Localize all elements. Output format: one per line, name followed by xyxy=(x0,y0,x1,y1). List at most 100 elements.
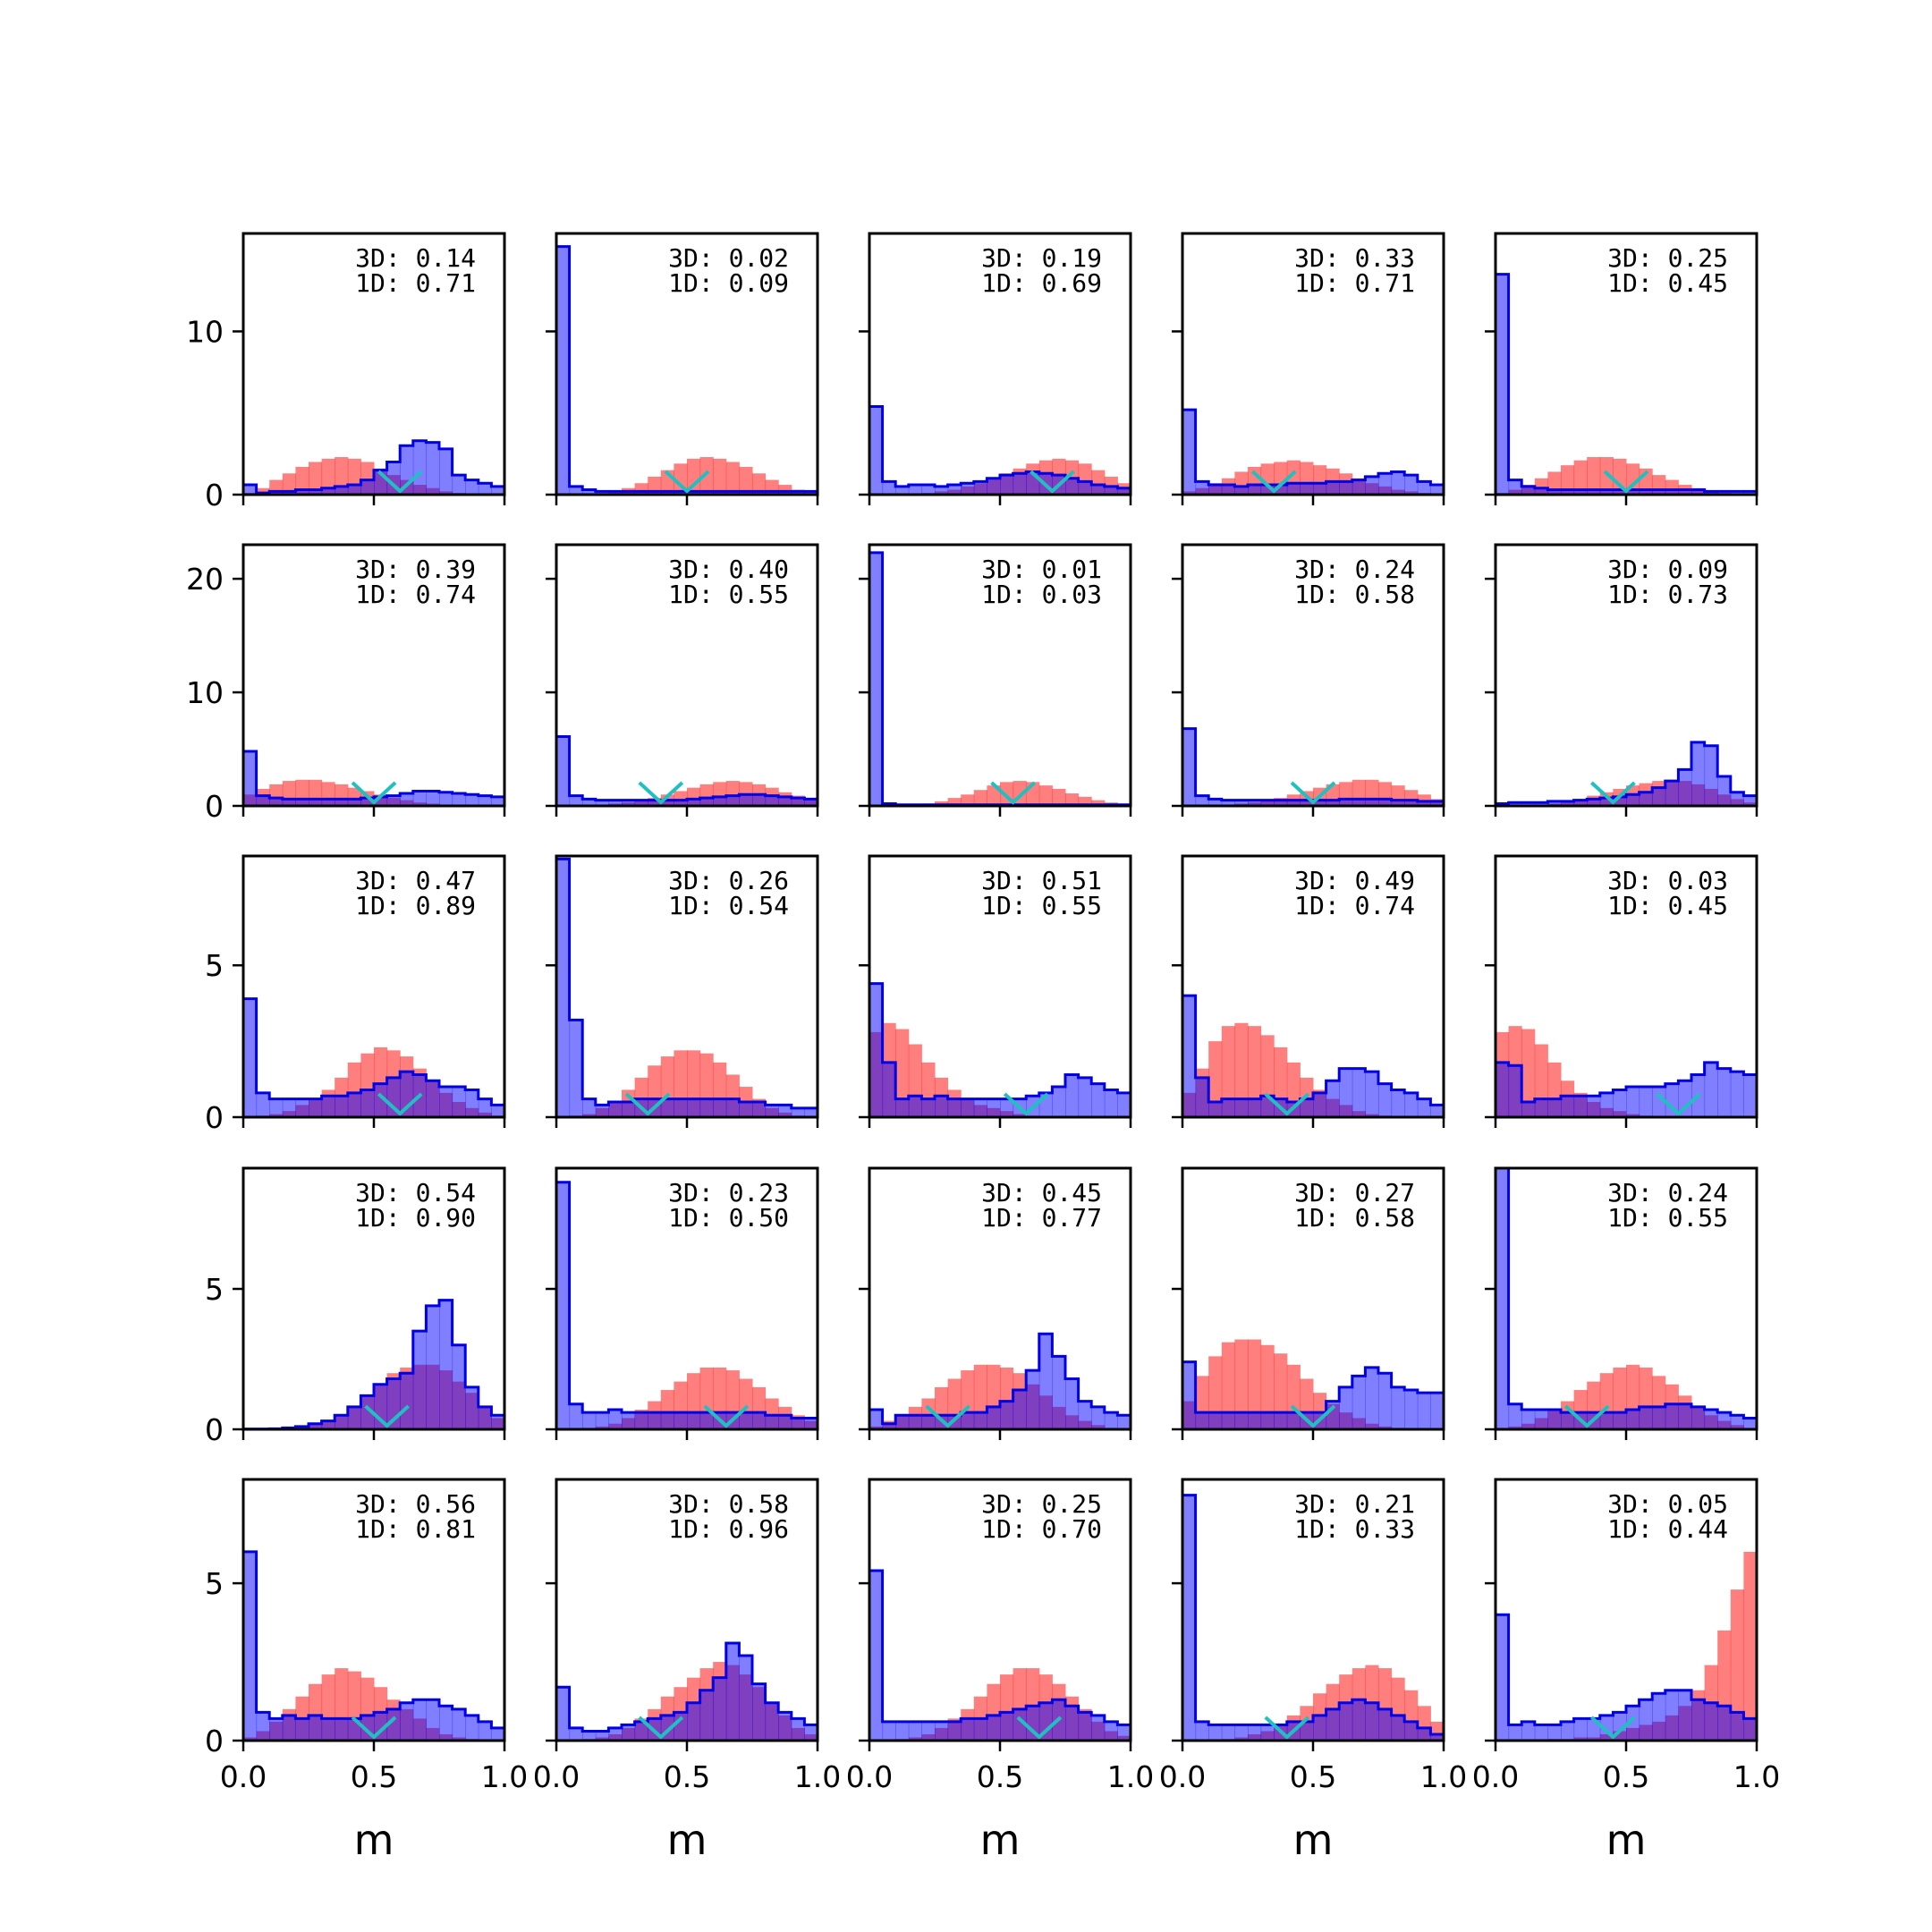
blue-bar xyxy=(309,1423,323,1429)
blue-bar xyxy=(321,799,335,806)
blue-bar xyxy=(1547,489,1562,495)
blue-bar xyxy=(1065,1378,1080,1429)
y-tick-label: 0 xyxy=(205,1724,224,1758)
y-tick-label: 0 xyxy=(205,1100,224,1135)
blue-bar xyxy=(1286,483,1301,495)
blue-bar xyxy=(1065,1706,1080,1741)
blue-bar xyxy=(1117,1724,1131,1741)
blue-bar xyxy=(1195,1721,1209,1741)
blue-bar xyxy=(1652,1087,1666,1117)
blue-bar xyxy=(1339,1068,1353,1117)
blue-bar xyxy=(739,1412,753,1429)
blue-bar xyxy=(648,491,662,495)
blue-bar xyxy=(269,1718,284,1741)
blue-bar xyxy=(961,1718,975,1741)
blue-bar xyxy=(687,491,701,495)
blue-bar xyxy=(791,798,805,806)
blue-bar xyxy=(1221,1724,1235,1741)
blue-bar xyxy=(439,1300,453,1429)
blue-bar xyxy=(569,1020,583,1117)
blue-bar xyxy=(1717,775,1732,806)
blue-bar xyxy=(608,491,623,495)
blue-bar xyxy=(1547,1410,1562,1429)
blue-bar xyxy=(608,800,623,806)
blue-bar xyxy=(1534,1410,1548,1429)
blue-bar xyxy=(687,1098,701,1117)
blue-bar xyxy=(1417,801,1431,806)
blue-bar xyxy=(1573,489,1588,495)
annotation-1d: 1D: 0.44 xyxy=(1607,1514,1728,1544)
blue-bar xyxy=(1652,1693,1666,1741)
blue-bar xyxy=(622,1102,636,1117)
blue-bar xyxy=(725,1642,740,1741)
blue-bar xyxy=(569,1403,583,1429)
red-bar xyxy=(282,473,296,495)
blue-bar xyxy=(622,1724,636,1741)
threshold-marker xyxy=(351,781,397,805)
blue-bar xyxy=(739,1656,753,1741)
blue-bar xyxy=(778,491,792,495)
blue-bar xyxy=(595,800,609,806)
blue-bar xyxy=(961,483,975,495)
blue-bar xyxy=(1117,1092,1131,1117)
blue-bar xyxy=(1365,1072,1379,1117)
blue-bar xyxy=(1561,1096,1575,1117)
blue-bar xyxy=(1221,485,1235,495)
blue-bar xyxy=(1743,1418,1757,1429)
annotation-1d: 1D: 0.55 xyxy=(668,580,789,609)
blue-bar xyxy=(556,736,571,806)
blue-bar xyxy=(634,800,648,806)
blue-bar xyxy=(569,486,583,495)
blue-bar xyxy=(908,1415,922,1429)
blue-bar xyxy=(1339,1702,1353,1741)
threshold-marker xyxy=(1603,470,1649,494)
blue-bar xyxy=(1639,1087,1653,1117)
threshold-marker xyxy=(1563,1404,1610,1428)
blue-bar xyxy=(1417,481,1431,495)
plot-area xyxy=(556,245,818,495)
blue-bar xyxy=(973,1412,987,1429)
blue-bar xyxy=(1013,473,1027,495)
threshold-marker xyxy=(1590,1716,1636,1740)
blue-bar xyxy=(1639,1406,1653,1429)
annotation-3d: 3D: 0.03 xyxy=(1607,866,1728,895)
blue-bar xyxy=(1326,1708,1340,1741)
blue-bar xyxy=(1599,489,1614,495)
blue-bar xyxy=(1091,1083,1106,1117)
blue-bar xyxy=(1274,800,1288,806)
blue-bar xyxy=(804,1418,818,1429)
blue-bar xyxy=(1248,1412,1262,1429)
blue-bar xyxy=(1391,1715,1405,1741)
blue-bar xyxy=(1352,1376,1366,1429)
plot-area xyxy=(1496,273,1757,495)
blue-bar xyxy=(1352,799,1366,806)
red-bar xyxy=(973,790,987,806)
blue-bar xyxy=(347,485,361,495)
blue-bar xyxy=(1065,478,1080,495)
blue-bar xyxy=(1430,801,1444,806)
plot-area xyxy=(556,1181,818,1429)
blue-bar xyxy=(243,751,258,806)
blue-bar xyxy=(256,795,270,806)
red-bar xyxy=(739,466,753,495)
blue-bar xyxy=(660,1412,674,1429)
blue-bar xyxy=(1326,800,1340,806)
blue-bar xyxy=(1652,1406,1666,1429)
blue-bar xyxy=(1691,1406,1706,1429)
threshold-marker xyxy=(1590,781,1636,805)
blue-bar xyxy=(1195,1077,1209,1117)
blue-step-outline xyxy=(1182,1494,1444,1741)
blue-bar xyxy=(595,1105,609,1117)
blue-bar xyxy=(778,1415,792,1429)
blue-bar xyxy=(1234,1412,1249,1429)
annotation-3d: 3D: 0.51 xyxy=(981,866,1102,895)
threshold-marker xyxy=(990,781,1036,805)
blue-bar xyxy=(1260,1724,1275,1741)
blue-bar xyxy=(1078,1712,1092,1741)
